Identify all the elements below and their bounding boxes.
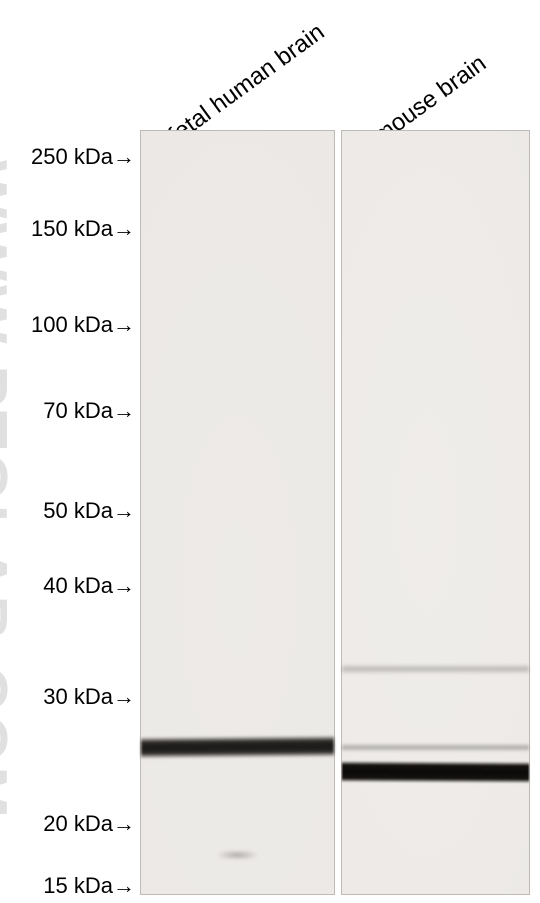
- mw-label: 50 kDa→: [43, 498, 135, 524]
- blot-band: [342, 743, 529, 752]
- mw-label: 70 kDa→: [43, 398, 135, 424]
- blot-band: [342, 664, 529, 674]
- mw-label: 100 kDa→: [31, 312, 135, 338]
- mw-label-column: 250 kDa→ 150 kDa→ 100 kDa→ 70 kDa→ 50 kDa→ 40…: [0, 0, 140, 903]
- blot-band: [141, 851, 334, 859]
- mw-label: 150 kDa→: [31, 216, 135, 242]
- blot-band: [141, 735, 334, 759]
- mw-label: 250 kDa→: [31, 144, 135, 170]
- blot-lane: [341, 130, 530, 895]
- mw-label: 15 kDa→: [43, 873, 135, 899]
- mw-label: 40 kDa→: [43, 573, 135, 599]
- mw-label: 20 kDa→: [43, 811, 135, 837]
- mw-label: 30 kDa→: [43, 684, 135, 710]
- lane-headers: fetal human brainmouse brain: [140, 0, 530, 130]
- figure-container: WWW.PTGLAB.COM 250 kDa→150 kDa→100 kDa→7…: [0, 0, 540, 903]
- blot-lane: [140, 130, 335, 895]
- blot-area: [140, 130, 530, 895]
- blot-band: [342, 761, 529, 784]
